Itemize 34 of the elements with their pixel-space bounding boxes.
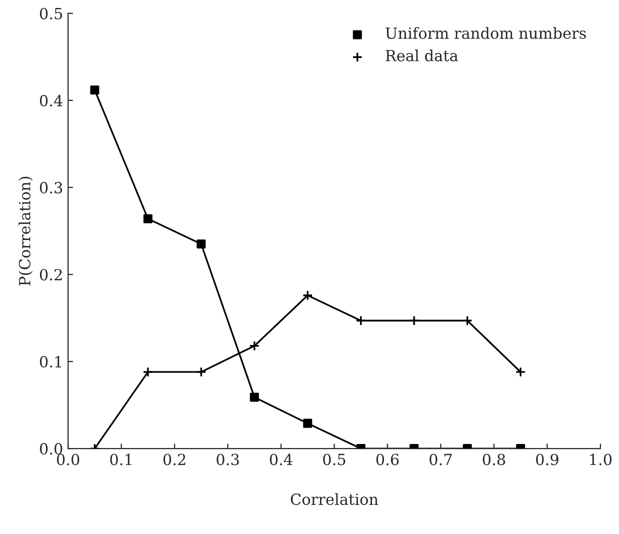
x-tick-label: 0.6 (376, 454, 399, 466)
x-tick-label: 1.0 (590, 454, 612, 466)
x-axis-title: Correlation (290, 493, 378, 506)
point (462, 315, 473, 326)
point (250, 392, 259, 402)
point (515, 366, 526, 378)
legend-label: Uniform random numbers (386, 27, 586, 39)
y-tick-label: 0.0 (40, 443, 62, 455)
x-tick-label: 0.7 (430, 454, 452, 466)
point (142, 366, 154, 378)
x-tick-label: 0.4 (270, 454, 292, 466)
y-tick-label: 0.2 (40, 268, 62, 280)
point (356, 315, 366, 326)
point (143, 214, 152, 224)
x-tick-label: 0.0 (56, 454, 80, 466)
point (303, 418, 312, 428)
point (302, 290, 313, 301)
x-tick-label: 0.9 (536, 454, 558, 466)
x-tick-label: 0.1 (110, 454, 132, 466)
point (196, 366, 206, 378)
x-tick-label: 0.8 (482, 454, 506, 466)
y-tick-label: 0.1 (40, 356, 62, 368)
x-tick-label: 0.3 (216, 454, 239, 466)
x-tick-label: 0.5 (323, 454, 346, 466)
point (90, 85, 100, 94)
point (249, 340, 260, 352)
y-axis-title: P(Correlation) (18, 176, 33, 286)
y-tick-label: 0.5 (40, 8, 62, 20)
point (408, 315, 420, 326)
legend-label: Real data (386, 50, 458, 62)
y-tick-label: 0.4 (40, 94, 62, 106)
x-tick-label: 0.2 (163, 454, 186, 466)
point (196, 240, 206, 249)
y-tick-label: 0.3 (40, 182, 62, 194)
